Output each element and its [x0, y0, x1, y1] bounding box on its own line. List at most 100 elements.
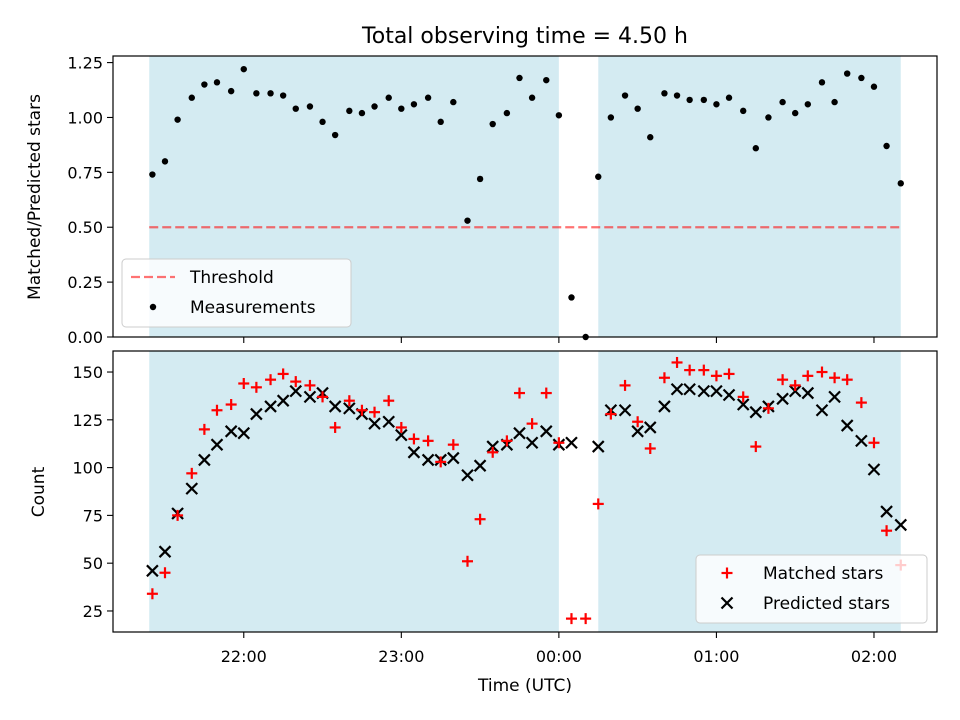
measurement-point	[503, 109, 511, 117]
cross-b	[539, 425, 553, 438]
measurement-point	[450, 98, 457, 106]
observing-band	[598, 56, 901, 337]
predicted-star-point	[801, 386, 815, 400]
cross-b	[461, 468, 474, 482]
matched-star-point	[408, 433, 420, 445]
predicted-star-point	[880, 505, 893, 518]
measurement-point	[725, 94, 733, 101]
predicted-star-point	[539, 425, 553, 438]
cross-b	[894, 518, 908, 532]
cross-b	[486, 440, 499, 453]
predicted-star-point	[513, 426, 526, 440]
cross-b	[749, 405, 763, 419]
matched-star-point	[592, 498, 604, 510]
predicted-star-point	[264, 400, 277, 413]
cross-b	[618, 403, 632, 417]
measurement-point	[489, 120, 496, 128]
predicted-star-point	[722, 388, 736, 402]
legend-matched-swatch	[721, 567, 733, 579]
top-y-axis: 0.00 0.25 0.50 0.75 1.00 1.25	[67, 54, 113, 347]
measurement-point	[161, 158, 169, 165]
x-tick-label: 02:00	[851, 647, 897, 666]
predicted-star-point	[776, 392, 789, 406]
measurement-point	[740, 107, 747, 115]
predicted-star-point	[815, 403, 829, 417]
x-tick-label: 00:00	[536, 647, 582, 666]
predicted-star-point	[631, 425, 644, 438]
cross-b	[697, 384, 711, 398]
bottom-observing-bands	[149, 351, 901, 632]
predicted-star-point	[525, 436, 539, 450]
legend-threshold-label: Threshold	[189, 268, 274, 288]
matched-star-point	[789, 379, 801, 391]
matched-star-point	[658, 372, 670, 384]
y-tick-label: 0.50	[67, 218, 103, 237]
measurement-point	[279, 92, 287, 99]
measurement-point	[686, 96, 693, 104]
measurement-point	[858, 74, 865, 82]
cross-b	[289, 384, 303, 398]
matched-star-point	[526, 418, 538, 430]
y-tick-label: 0.00	[67, 328, 103, 347]
measurement-point	[476, 175, 484, 183]
measurement-point	[661, 90, 668, 97]
matched-star-point	[816, 366, 828, 378]
top-axes-frame	[112, 55, 938, 338]
legend-matched-label: Matched stars	[763, 564, 883, 584]
measurement-point	[555, 112, 563, 119]
x-axis-label: Time (UTC)	[477, 676, 572, 696]
predicted-star-point	[867, 463, 881, 476]
measurement-point	[765, 114, 772, 121]
matched-star-point	[304, 379, 316, 391]
cross-b	[525, 436, 539, 450]
measurement-point	[713, 101, 720, 108]
matched-star-point	[632, 416, 644, 428]
observing-band	[149, 351, 559, 632]
matched-star-point	[762, 402, 774, 414]
measurement-point	[437, 118, 444, 126]
measurement-point	[543, 76, 550, 84]
cross-b	[880, 505, 893, 518]
measurement-point	[410, 101, 418, 108]
matched-star-point	[777, 374, 789, 386]
predicted-star-point	[276, 394, 290, 407]
cross-b	[328, 400, 342, 413]
measurement-point	[700, 96, 708, 104]
measurement-point	[358, 109, 366, 117]
matched-star-point	[435, 456, 447, 468]
cross-b	[198, 453, 211, 467]
cross-b	[237, 426, 251, 440]
measurement-point	[240, 65, 247, 73]
matched-star-point	[159, 567, 171, 579]
matched-star-point	[369, 406, 381, 418]
legend-measurement-label: Measurements	[190, 298, 316, 318]
y-tick-label: 1.25	[67, 54, 103, 73]
cross-b	[720, 596, 734, 610]
bottom-plot-area	[146, 356, 908, 625]
predicted-star-point	[855, 434, 868, 448]
matched-star-point	[172, 509, 184, 521]
matched-star-point	[540, 387, 552, 399]
cross-b	[840, 419, 854, 432]
top-plot-area	[149, 65, 904, 341]
measurement-point	[673, 92, 681, 99]
y-tick-label: 75	[83, 506, 103, 525]
predicted-star-point	[643, 421, 657, 434]
measurement-point	[634, 105, 641, 112]
matched-star-point	[356, 404, 368, 416]
y-tick-label: 0.25	[67, 273, 103, 292]
measurement-point	[818, 79, 826, 86]
measurement-point	[595, 173, 602, 180]
predicted-star-point	[473, 459, 487, 472]
measurement-point	[647, 134, 654, 141]
cross-b	[683, 382, 696, 396]
top-legend: Threshold Measurements	[121, 258, 352, 328]
predicted-star-point	[461, 468, 474, 482]
matched-star-point	[644, 442, 656, 454]
matched-star-point	[868, 437, 880, 449]
cross-b	[185, 482, 199, 495]
measurement-point	[804, 101, 812, 108]
measurement-point	[253, 90, 260, 97]
predicted-star-point	[736, 398, 750, 411]
measurement-point	[897, 180, 904, 187]
